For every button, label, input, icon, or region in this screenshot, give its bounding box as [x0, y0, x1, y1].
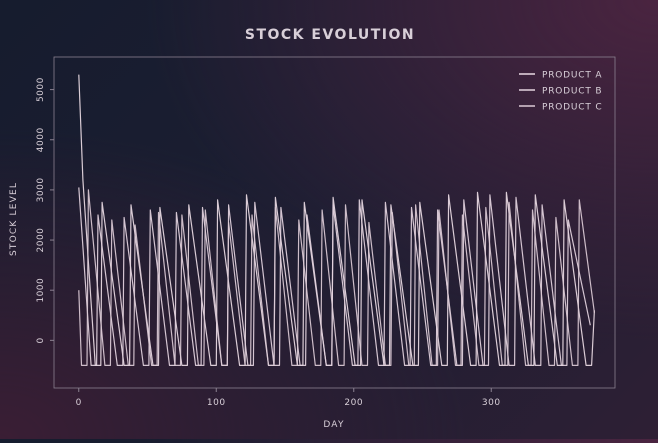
legend-label: PRODUCT B — [542, 87, 602, 97]
series-line — [78, 189, 595, 366]
x-tick-label: 200 — [344, 398, 363, 408]
legend-label: PRODUCT C — [542, 103, 602, 113]
plot-frame — [53, 56, 616, 389]
y-tick-label: 5000 — [36, 77, 46, 102]
y-axis-label: STOCK LEVEL — [9, 182, 19, 256]
y-tick-label: 3000 — [36, 177, 46, 202]
y-tick-label: 0 — [36, 337, 46, 343]
y-tick-label: 1000 — [36, 278, 46, 303]
y-tick-label: 4000 — [36, 127, 46, 152]
chart-title: STOCK EVOLUTION — [245, 27, 415, 43]
legend-label: PRODUCT A — [542, 71, 602, 81]
series-line — [78, 187, 591, 366]
y-tick-label: 2000 — [36, 228, 46, 253]
x-tick-label: 100 — [207, 398, 226, 408]
x-tick-label: 0 — [76, 398, 82, 408]
x-tick-label: 300 — [482, 398, 501, 408]
x-axis-label: DAY — [323, 420, 344, 430]
series-line — [78, 74, 595, 366]
